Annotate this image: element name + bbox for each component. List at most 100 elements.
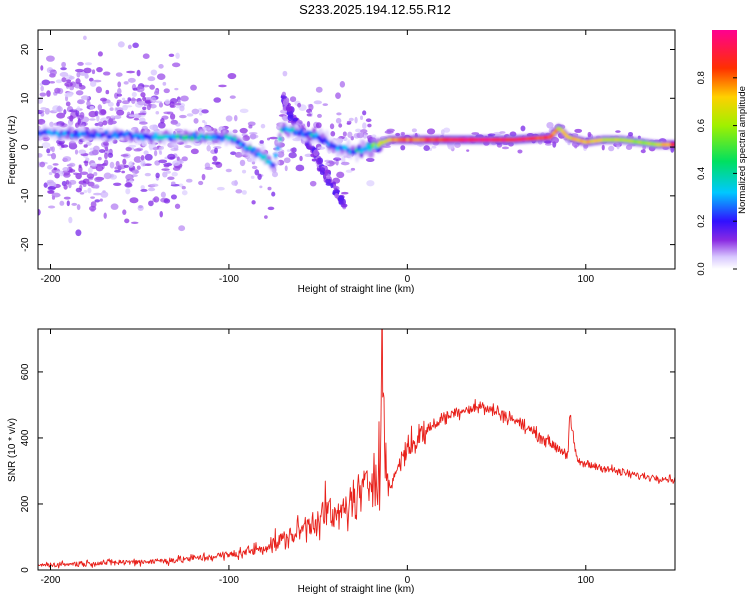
heatmap-noise-cell bbox=[106, 116, 111, 119]
heatmap-noise-cell bbox=[163, 164, 170, 168]
heatmap-noise-cell bbox=[158, 159, 168, 164]
heatmap-y-axis: -20 -10 0 10 20 bbox=[20, 44, 675, 252]
heatmap-noise-cell bbox=[332, 161, 336, 165]
heatmap-noise-cell bbox=[75, 187, 82, 193]
heatmap-noise-cell bbox=[601, 144, 605, 151]
heatmap-noise-cell bbox=[289, 96, 297, 103]
heatmap-noise-cell bbox=[107, 152, 114, 158]
heatmap-noise-cell bbox=[181, 156, 188, 162]
heatmap-noise-cell bbox=[155, 110, 160, 115]
snr-x-tick-label: -100 bbox=[219, 575, 239, 586]
heatmap-noise-cell bbox=[608, 145, 615, 152]
heatmap-noise-cell bbox=[179, 105, 185, 112]
heatmap-noise-cell bbox=[172, 160, 181, 166]
heatmap-x-tick-label: 100 bbox=[577, 274, 594, 285]
heatmap-noise-cell bbox=[574, 128, 583, 133]
heatmap-noise-cell bbox=[127, 77, 136, 83]
heatmap-noise-cell bbox=[127, 97, 132, 102]
heatmap-noise-cell bbox=[140, 185, 145, 190]
heatmap-noise-cell bbox=[190, 148, 199, 155]
heatmap-noise-cell bbox=[94, 176, 103, 183]
heatmap-noise-cell bbox=[100, 191, 109, 198]
heatmap-x-tick-label: -100 bbox=[219, 274, 239, 285]
heatmap-noise-cell bbox=[360, 129, 368, 134]
heatmap-noise-cell bbox=[93, 171, 98, 176]
heatmap-ridge-cell bbox=[671, 142, 675, 147]
heatmap-noise-cell bbox=[49, 69, 57, 76]
heatmap-noise-cell bbox=[99, 198, 103, 202]
heatmap-noise-cell bbox=[190, 84, 197, 91]
heatmap-noise-cell bbox=[86, 100, 91, 107]
heatmap-noise-cell bbox=[201, 109, 209, 114]
heatmap-noise-cell bbox=[157, 122, 166, 129]
heatmap-noise-cell bbox=[47, 185, 56, 191]
heatmap-noise-cell bbox=[46, 90, 51, 97]
heatmap-noise-cell bbox=[137, 205, 144, 211]
heatmap-noise-cell bbox=[309, 180, 317, 187]
heatmap-noise-cell bbox=[159, 146, 164, 150]
heatmap-noise-cell bbox=[103, 172, 112, 180]
heatmap-noise-cell bbox=[48, 171, 53, 176]
heatmap-noise-cell bbox=[234, 179, 238, 187]
heatmap-noise-cell bbox=[161, 168, 170, 171]
snr-x-tick-label: 100 bbox=[577, 575, 594, 586]
heatmap-noise-cell bbox=[61, 77, 67, 83]
heatmap-noise-cell bbox=[137, 100, 146, 106]
heatmap-noise-cell bbox=[330, 131, 336, 137]
heatmap-noise-cell bbox=[54, 173, 60, 179]
heatmap-noise-cell bbox=[211, 161, 221, 165]
heatmap-noise-cell bbox=[214, 147, 218, 154]
heatmap-noise-cell bbox=[225, 115, 233, 122]
heatmap-noise-cell bbox=[443, 127, 451, 133]
heatmap-noise-cell bbox=[39, 161, 46, 168]
heatmap-noise-cell bbox=[84, 62, 93, 66]
heatmap-noise-cell bbox=[295, 164, 305, 172]
heatmap-noise-cell bbox=[149, 103, 157, 109]
heatmap-noise-cell bbox=[317, 146, 326, 150]
heatmap-noise-cell bbox=[47, 205, 56, 209]
heatmap-noise-cell bbox=[90, 162, 98, 167]
snr-panel: -200 -100 0 100 0 200 400 600 Height of straig… bbox=[7, 328, 676, 595]
heatmap-noise-cell bbox=[49, 81, 56, 84]
heatmap-streak-cell bbox=[334, 189, 340, 194]
heatmap-noise-cell bbox=[38, 97, 43, 104]
heatmap-ridge-cell bbox=[262, 154, 268, 160]
heatmap-noise-cell bbox=[116, 99, 122, 104]
heatmap-noise-cell bbox=[125, 181, 132, 187]
heatmap-noise-cell bbox=[384, 130, 394, 134]
heatmap-noise-cell bbox=[51, 146, 55, 153]
heatmap-noise-cell bbox=[143, 103, 148, 107]
heatmap-noise-cell bbox=[87, 187, 92, 194]
heatmap-noise-cell bbox=[62, 156, 72, 162]
snr-x-tick-label: -200 bbox=[40, 575, 60, 586]
heatmap-noise-cell bbox=[574, 144, 578, 149]
heatmap-streak-cell bbox=[313, 149, 319, 156]
heatmap-noise-cell bbox=[517, 149, 523, 154]
heatmap-noise-cell bbox=[426, 128, 436, 135]
heatmap-streak-cell bbox=[292, 117, 298, 122]
heatmap-noise-cell bbox=[109, 107, 114, 111]
heatmap-noise-cell bbox=[264, 215, 268, 219]
heatmap-noise-cell bbox=[110, 115, 116, 119]
colorbar: 0.0 0.2 0.4 0.6 0.8 Normalized spectral ampl… bbox=[696, 30, 748, 276]
heatmap-noise-cell bbox=[254, 169, 260, 176]
heatmap-noise-cell bbox=[59, 71, 69, 78]
snr-y-tick-label: 0 bbox=[20, 567, 31, 573]
heatmap-noise-cell bbox=[174, 87, 179, 91]
heatmap-noise-cell bbox=[173, 102, 182, 106]
heatmap-noise-cell bbox=[149, 147, 153, 151]
heatmap-noise-cell bbox=[123, 81, 129, 85]
heatmap-noise-cell bbox=[103, 141, 109, 146]
heatmap-noise-cell bbox=[133, 148, 142, 152]
heatmap-noise-cell bbox=[84, 159, 89, 167]
colorbar-tick-label: 0.4 bbox=[696, 167, 707, 180]
heatmap-noise-cell bbox=[153, 196, 160, 203]
heatmap-noise-cell bbox=[68, 216, 73, 224]
heatmap-noise-cell bbox=[66, 200, 70, 207]
heatmap-noise-cell bbox=[44, 107, 50, 115]
heatmap-noise-cell bbox=[131, 91, 137, 98]
heatmap-noise-cell bbox=[168, 53, 175, 57]
heatmap-noise-cell bbox=[259, 140, 264, 144]
heatmap-ridge-cell bbox=[189, 135, 195, 142]
heatmap-noise-cell bbox=[56, 112, 66, 119]
